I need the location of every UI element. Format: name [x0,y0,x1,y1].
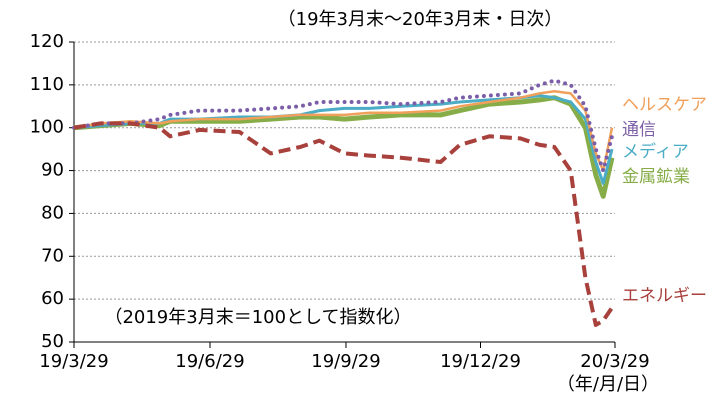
series-line [73,94,614,185]
x-tick-label: 19/6/29 [175,351,244,372]
y-tick-label: 50 [41,331,64,352]
legend-label: 金属鉱業 [622,167,690,187]
legend-label: エネルギー [622,286,707,306]
chart-subtitle: （19年3月末～20年3月末・日次） [278,9,563,30]
y-tick-label: 80 [41,202,64,223]
x-tick-label: 20/3/29 [580,351,649,372]
x-unit: （年/月/日） [557,374,659,395]
y-tick-label: 90 [41,160,64,181]
y-tick-label: 110 [30,74,64,95]
y-tick-label: 70 [41,245,64,266]
y-tick-label: 120 [30,31,64,52]
series-line [72,78,614,173]
y-tick-label: 60 [41,288,64,309]
legend-label: ヘルスケア [622,95,707,115]
series-line [73,95,615,199]
legend-label: 通信 [622,120,656,140]
y-tick-label: 100 [30,117,64,138]
x-tick-label: 19/12/29 [440,351,521,372]
x-tick-label: 19/3/29 [39,351,108,372]
legend-label: メディア [622,141,689,162]
annotation: （2019年3月末＝100として指数化） [104,307,411,328]
series-line [73,121,614,327]
series-line [73,90,614,172]
x-tick-label: 19/9/29 [311,351,380,372]
